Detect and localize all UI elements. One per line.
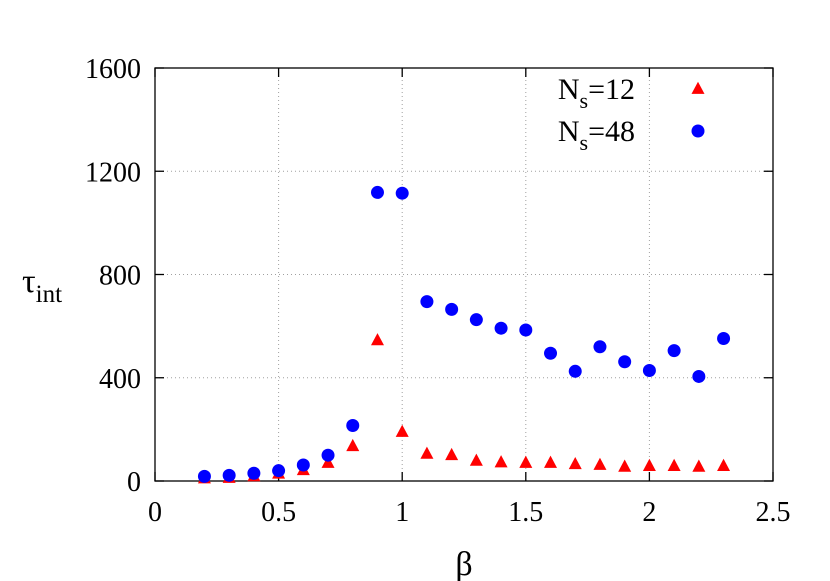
data-point-ns48 bbox=[321, 448, 335, 462]
data-point-ns12 bbox=[494, 455, 508, 468]
legend-marker-ns12 bbox=[691, 81, 705, 94]
data-point-ns48 bbox=[222, 468, 236, 482]
y-tick-label: 1600 bbox=[85, 54, 141, 85]
legend-label-ns48-main: N bbox=[558, 115, 580, 148]
y-tick-labels: 0 400 800 1200 1600 bbox=[85, 54, 141, 498]
x-tick-label: 1.5 bbox=[508, 497, 543, 528]
x-tick-label: 0 bbox=[148, 497, 162, 528]
data-point-ns48 bbox=[618, 355, 632, 369]
data-point-ns48 bbox=[667, 344, 681, 358]
data-point-ns48 bbox=[247, 466, 261, 480]
data-point-ns12 bbox=[321, 455, 335, 468]
data-point-ns48 bbox=[346, 419, 360, 433]
data-point-ns12 bbox=[642, 458, 656, 471]
legend-label-ns48: Ns=48 bbox=[558, 115, 635, 155]
data-point-ns12 bbox=[370, 333, 384, 346]
data-points bbox=[197, 185, 731, 484]
data-point-ns48 bbox=[544, 346, 558, 360]
data-point-ns48 bbox=[494, 321, 508, 335]
data-point-ns48 bbox=[717, 332, 731, 346]
y-tick-label: 400 bbox=[99, 364, 141, 395]
legend-label-ns12-subscript: s bbox=[580, 88, 589, 113]
x-tick-label: 0.5 bbox=[261, 497, 296, 528]
x-tick-label: 2.5 bbox=[756, 497, 791, 528]
y-tick-label: 800 bbox=[99, 261, 141, 292]
data-point-ns12 bbox=[420, 446, 434, 459]
y-tick-label: 0 bbox=[127, 467, 141, 498]
legend-markers bbox=[691, 81, 705, 138]
plot-frame bbox=[154, 67, 774, 482]
legend-label-ns12-main: N bbox=[558, 73, 580, 106]
data-point-ns12 bbox=[519, 455, 533, 468]
data-point-ns48 bbox=[272, 464, 286, 478]
data-point-ns12 bbox=[667, 458, 681, 471]
data-point-ns48 bbox=[395, 186, 409, 200]
data-point-ns48 bbox=[445, 302, 459, 316]
data-point-ns48 bbox=[469, 313, 483, 327]
data-point-ns12 bbox=[717, 458, 731, 471]
data-point-ns12 bbox=[692, 459, 706, 472]
data-point-ns48 bbox=[642, 364, 656, 378]
legend: Ns=12 Ns=48 bbox=[558, 73, 705, 155]
data-point-ns12 bbox=[346, 438, 360, 452]
data-point-ns12 bbox=[445, 447, 459, 461]
data-point-ns12 bbox=[568, 456, 582, 470]
x-tick-label: 2 bbox=[642, 497, 656, 528]
legend-label-ns48-subscript: s bbox=[580, 130, 589, 155]
data-point-ns48 bbox=[519, 323, 533, 337]
data-point-ns48 bbox=[568, 364, 582, 378]
data-point-ns12 bbox=[593, 457, 607, 470]
legend-marker-ns48 bbox=[691, 124, 705, 138]
data-point-ns12 bbox=[469, 453, 483, 466]
y-axis-title: τint bbox=[22, 263, 62, 308]
x-axis-title: β bbox=[455, 546, 472, 581]
legend-label-ns12: Ns=12 bbox=[558, 73, 635, 113]
data-point-ns48 bbox=[197, 469, 211, 483]
y-tick-label: 1200 bbox=[85, 157, 141, 188]
data-point-ns48 bbox=[593, 340, 607, 354]
data-point-ns48 bbox=[692, 369, 706, 383]
data-point-ns12 bbox=[544, 455, 558, 468]
data-point-ns48 bbox=[420, 295, 434, 309]
data-point-ns48 bbox=[296, 458, 310, 472]
y-axis-title-main: τ bbox=[22, 263, 36, 300]
legend-label-ns48-value: =48 bbox=[588, 115, 635, 148]
x-tick-label: 1 bbox=[395, 497, 409, 528]
data-point-ns48 bbox=[370, 185, 384, 199]
data-point-ns12 bbox=[618, 459, 632, 472]
grid-lines bbox=[155, 68, 773, 481]
data-point-ns12 bbox=[395, 424, 409, 437]
x-tick-labels: 0 0.5 1 1.5 2 2.5 bbox=[148, 497, 791, 528]
y-axis-title-subscript: int bbox=[36, 281, 62, 308]
legend-label-ns12-value: =12 bbox=[588, 73, 635, 106]
